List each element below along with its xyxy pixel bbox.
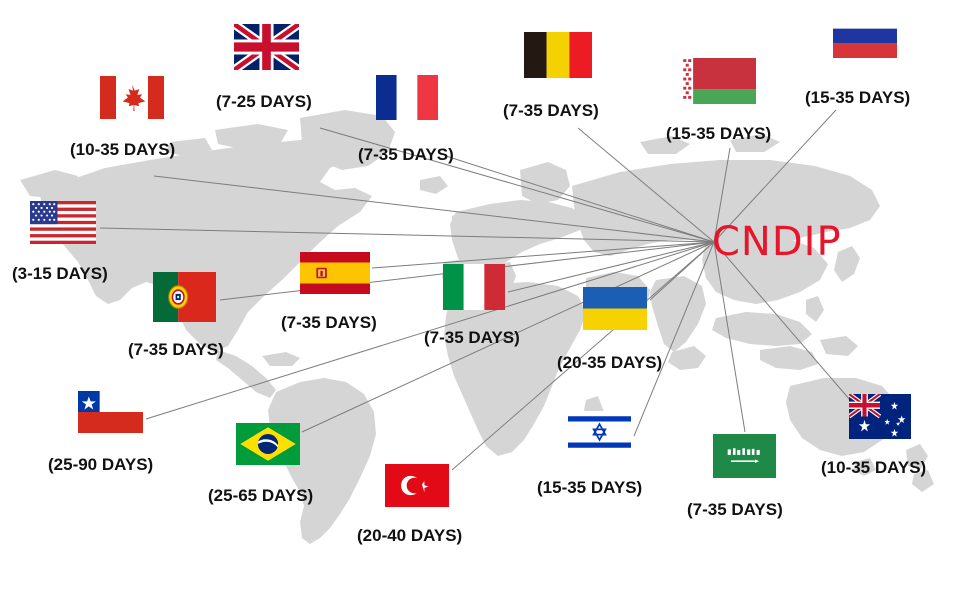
flag-portugal-icon xyxy=(153,272,216,322)
delivery-days-label-australia: (10-35 DAYS) xyxy=(821,458,927,477)
flag-israel-icon xyxy=(568,411,631,453)
flag-united-states-icon xyxy=(30,201,96,244)
delivery-days-label-portugal: (7-35 DAYS) xyxy=(128,340,224,359)
delivery-days-label-ukraine: (20-35 DAYS) xyxy=(557,353,663,372)
route-line-saudi-arabia xyxy=(713,241,746,433)
delivery-days-label-chile: (25-90 DAYS) xyxy=(48,455,154,474)
flag-australia-icon xyxy=(849,394,911,439)
flag-belarus-icon xyxy=(682,58,756,104)
delivery-days-label-united-states: (3-15 DAYS) xyxy=(12,264,108,283)
delivery-days-label-spain: (7-35 DAYS) xyxy=(281,313,377,332)
flag-spain-icon xyxy=(300,252,370,294)
delivery-days-label-canada: (10-35 DAYS) xyxy=(70,140,176,159)
route-line-israel xyxy=(633,241,715,437)
route-line-france xyxy=(445,155,715,243)
delivery-days-label-france: (7-35 DAYS) xyxy=(358,145,454,164)
flag-saudi-arabia-icon xyxy=(713,434,776,478)
route-line-ukraine xyxy=(649,241,715,301)
route-line-belgium xyxy=(577,127,715,243)
flag-italy-icon xyxy=(443,264,505,310)
delivery-days-label-belgium: (7-35 DAYS) xyxy=(503,101,599,120)
route-line-canada xyxy=(153,175,715,243)
hub-origin-label: CNDIP xyxy=(712,219,842,265)
flag-canada-icon xyxy=(100,76,164,119)
flag-russia-icon xyxy=(833,14,897,58)
delivery-days-label-united-kingdom: (7-25 DAYS) xyxy=(216,92,312,111)
flag-brazil-icon xyxy=(236,423,300,465)
delivery-days-label-saudi-arabia: (7-35 DAYS) xyxy=(687,500,783,519)
flag-belgium-icon xyxy=(524,32,592,78)
delivery-days-label-turkey: (20-40 DAYS) xyxy=(357,526,463,545)
flag-turkey-icon xyxy=(385,464,449,507)
route-line-united-states xyxy=(99,227,715,243)
route-line-australia xyxy=(713,241,851,401)
delivery-days-label-israel: (15-35 DAYS) xyxy=(537,478,643,497)
delivery-days-label-belarus: (15-35 DAYS) xyxy=(666,124,772,143)
flag-united-kingdom-icon xyxy=(234,24,299,70)
delivery-days-label-brazil: (25-65 DAYS) xyxy=(208,486,314,505)
flag-chile-icon xyxy=(78,391,143,433)
flag-ukraine-icon xyxy=(583,287,647,330)
delivery-days-label-italy: (7-35 DAYS) xyxy=(424,328,520,347)
flag-france-icon xyxy=(376,75,438,120)
route-line-spain xyxy=(371,241,715,269)
route-line-italy xyxy=(507,241,715,293)
delivery-days-label-russia: (15-35 DAYS) xyxy=(805,88,911,107)
